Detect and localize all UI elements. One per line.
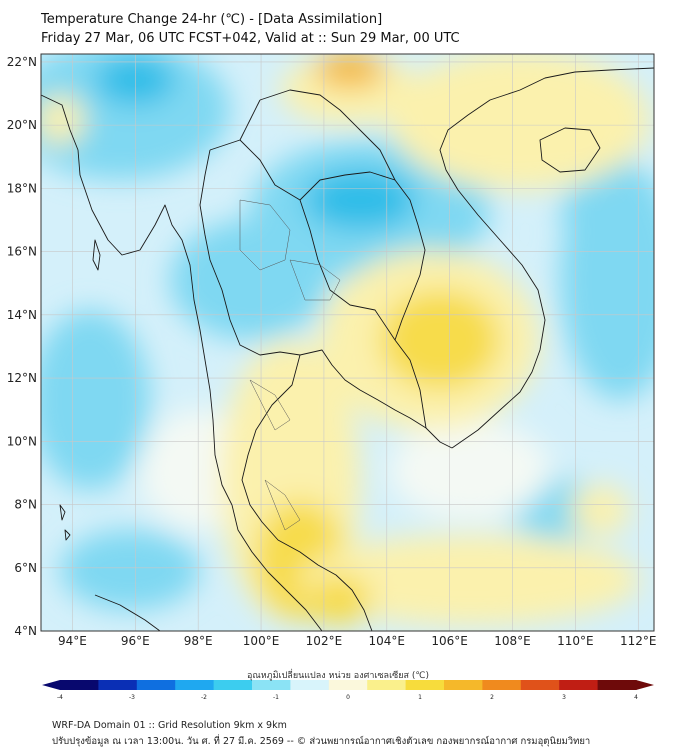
temperature-blob bbox=[380, 290, 500, 390]
border-line bbox=[394, 339, 427, 429]
border-line bbox=[92, 239, 101, 271]
temperature-blob bbox=[41, 310, 150, 490]
colorbar-segment bbox=[252, 680, 291, 690]
map-subtitle: Friday 27 Mar, 06 UTC FCST+042, Valid at… bbox=[41, 31, 460, 46]
temperature-blob bbox=[560, 180, 640, 240]
lon-tick-label: 106°E bbox=[431, 634, 468, 648]
temperature-blob bbox=[41, 95, 85, 145]
colorbar-min-arrow bbox=[42, 680, 60, 690]
colorbar-tick-label: 4 bbox=[634, 694, 638, 701]
temperature-blob bbox=[390, 54, 650, 190]
temperature-blob bbox=[300, 535, 640, 625]
border-line bbox=[41, 94, 233, 506]
colorbar-tick-label: -3 bbox=[129, 694, 135, 701]
country-borders bbox=[41, 67, 654, 631]
colorbar bbox=[42, 680, 654, 690]
lat-tick-label: 20°N bbox=[7, 118, 37, 132]
temperature-blob bbox=[60, 530, 200, 610]
lat-tick-label: 16°N bbox=[7, 245, 37, 259]
province-line bbox=[239, 199, 291, 271]
temperature-blob bbox=[95, 55, 175, 105]
border-line bbox=[539, 127, 601, 173]
lat-tick-label: 4°N bbox=[14, 624, 37, 638]
colorbar-tick-label: 3 bbox=[562, 694, 566, 701]
lat-tick-label: 14°N bbox=[7, 308, 37, 322]
lon-tick-label: 98°E bbox=[184, 634, 213, 648]
map-panel bbox=[41, 54, 654, 631]
colorbar-segment bbox=[60, 680, 99, 690]
lon-tick-label: 110°E bbox=[557, 634, 594, 648]
colorbar-tick-label: -1 bbox=[273, 694, 279, 701]
colorbar-segment bbox=[444, 680, 483, 690]
colorbar-segment bbox=[482, 680, 522, 690]
lon-tick-label: 112°E bbox=[620, 634, 657, 648]
colorbar-max-arrow bbox=[636, 680, 654, 690]
temperature-blob bbox=[390, 420, 550, 520]
border-line bbox=[231, 504, 323, 631]
lon-tick-label: 96°E bbox=[121, 634, 150, 648]
map-frame bbox=[40, 53, 655, 632]
temperature-field bbox=[41, 54, 654, 625]
lat-tick-label: 18°N bbox=[7, 181, 37, 195]
border-line bbox=[64, 529, 71, 541]
lat-tick-label: 8°N bbox=[14, 498, 37, 512]
lon-tick-label: 108°E bbox=[494, 634, 531, 648]
colorbar-title: อุณหภูมิเปลี่ยนแปลง หน่วย องศาเซลเซียส (… bbox=[246, 671, 430, 681]
colorbar-tick-label: 2 bbox=[490, 694, 494, 701]
temperature-blob bbox=[280, 55, 420, 125]
longitude-labels: 94°E 96°E 98°E 100°E 102°E 104°E 106°E 108°E 110… bbox=[58, 634, 657, 648]
border-line bbox=[209, 139, 426, 341]
lat-tick-label: 10°N bbox=[7, 434, 37, 448]
border-line bbox=[94, 594, 161, 631]
footer-model-info: WRF-DA Domain 01 :: Grid Resolution 9km … bbox=[52, 720, 287, 731]
border-line bbox=[239, 99, 261, 141]
colorbar-segment bbox=[597, 680, 637, 690]
temperature-blob bbox=[170, 220, 330, 340]
temperature-blob bbox=[310, 575, 370, 625]
colorbar-ticks: -4 -3 -2 -1 0 1 2 3 4 bbox=[57, 694, 638, 701]
border-line bbox=[59, 504, 66, 521]
colorbar-segment bbox=[367, 680, 407, 690]
border-line bbox=[299, 349, 453, 449]
colorbar-segment bbox=[328, 680, 368, 690]
province-line bbox=[289, 259, 341, 301]
colorbar-segment bbox=[98, 680, 138, 690]
colorbar-tick-label: 0 bbox=[346, 694, 350, 701]
colorbar-segment bbox=[213, 680, 253, 690]
footer-credit: ปรับปรุงข้อมูล ณ เวลา 13:00น. วัน ศ. ที่… bbox=[52, 736, 591, 747]
lat-tick-label: 6°N bbox=[14, 561, 37, 575]
border-line bbox=[199, 149, 301, 356]
border-line bbox=[259, 89, 396, 181]
province-line bbox=[249, 379, 291, 431]
latitude-labels: 4°N 6°N 8°N 10°N 12°N 14°N 16°N 18°N 20°N 22°N bbox=[7, 55, 37, 638]
map-title: Temperature Change 24-hr (℃) - [Data Ass… bbox=[41, 12, 383, 27]
lon-tick-label: 94°E bbox=[58, 634, 87, 648]
colorbar-tick-label: 1 bbox=[418, 694, 422, 701]
colorbar-segment bbox=[290, 680, 330, 690]
graticule bbox=[41, 54, 654, 631]
colorbar-segment bbox=[559, 680, 599, 690]
temperature-blob bbox=[570, 485, 630, 535]
colorbar-segment bbox=[136, 680, 176, 690]
lon-tick-label: 100°E bbox=[243, 634, 280, 648]
lon-tick-label: 104°E bbox=[369, 634, 406, 648]
colorbar-segment bbox=[405, 680, 445, 690]
lat-tick-label: 22°N bbox=[7, 55, 37, 69]
colorbar-segment bbox=[520, 680, 560, 690]
province-line bbox=[264, 479, 301, 531]
border-line bbox=[439, 67, 654, 449]
temperature-blob bbox=[305, 170, 415, 230]
lon-tick-label: 102°E bbox=[306, 634, 343, 648]
colorbar-tick-label: -4 bbox=[57, 694, 63, 701]
colorbar-segment bbox=[175, 680, 215, 690]
temperature-blob bbox=[315, 54, 385, 88]
lat-tick-label: 12°N bbox=[7, 371, 37, 385]
colorbar-tick-label: -2 bbox=[201, 694, 207, 701]
border-line bbox=[299, 199, 396, 341]
